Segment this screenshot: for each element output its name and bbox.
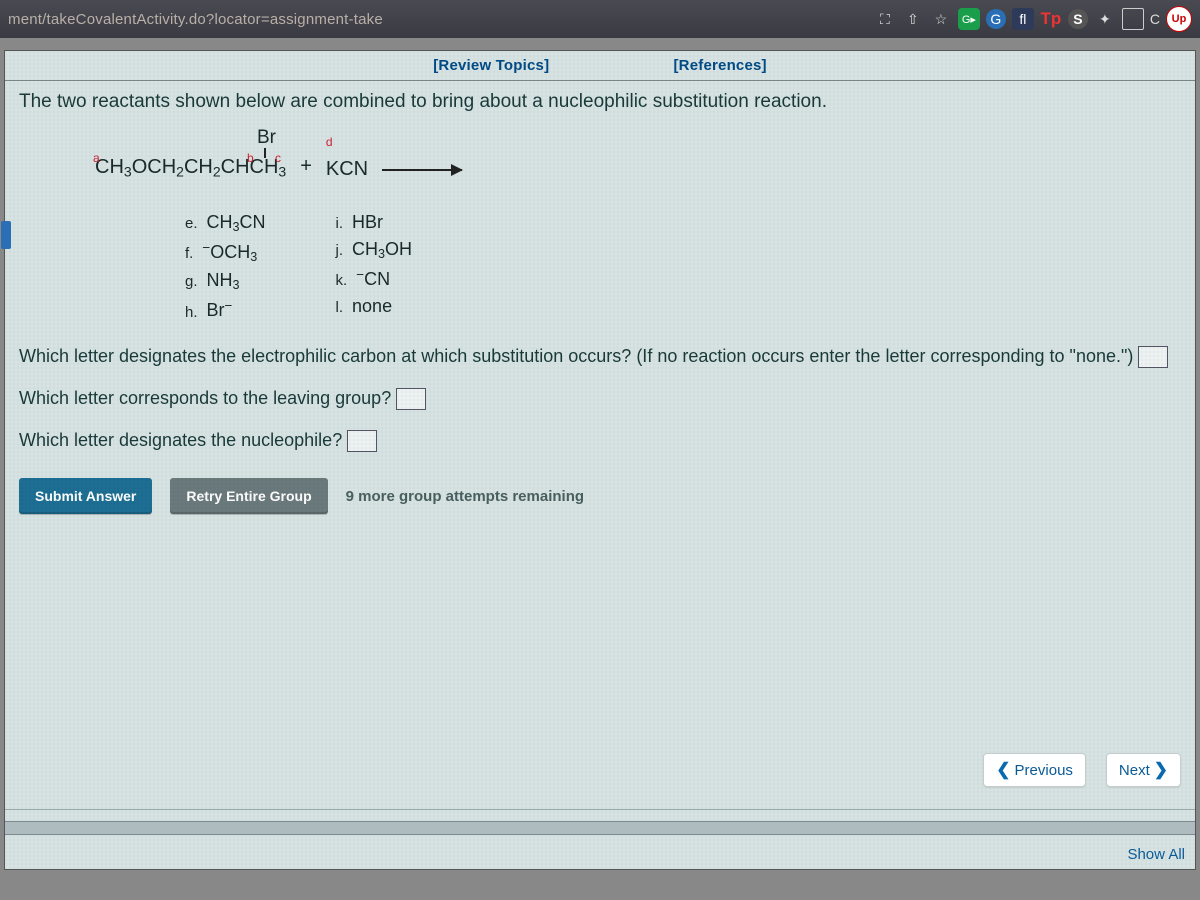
answer-input-3[interactable] <box>347 430 377 452</box>
submit-button[interactable]: Submit Answer <box>19 478 152 514</box>
ext-icon-s[interactable]: S <box>1068 9 1088 29</box>
references-link[interactable]: [References] <box>673 57 766 74</box>
reaction: Br a b c CH3OCH2CH2CHCH3 + d KCN <box>5 115 1195 186</box>
previous-button[interactable]: ❮Previous <box>983 753 1086 787</box>
answer-input-2[interactable] <box>396 388 426 410</box>
option-item: g. NH3 <box>185 270 266 292</box>
bottom-bar: Show All <box>5 809 1195 869</box>
update-badge[interactable]: Up <box>1166 6 1192 32</box>
ext-icon-flag[interactable]: fl <box>1012 8 1034 30</box>
option-item: l. none <box>336 296 413 317</box>
option-item: h. Br− <box>185 298 266 321</box>
translate-icon[interactable]: ⛶ <box>874 8 896 30</box>
share-icon[interactable]: ⇧ <box>902 8 924 30</box>
star-icon[interactable]: ☆ <box>930 8 952 30</box>
puzzle-icon[interactable]: ✦ <box>1094 8 1116 30</box>
question-1: Which letter designates the electrophili… <box>5 330 1195 372</box>
top-links: [Review Topics] [References] <box>5 51 1195 78</box>
reaction-arrow <box>382 169 462 171</box>
ext-icon-1[interactable]: G▸ <box>958 8 980 30</box>
option-item: j. CH3OH <box>336 239 413 261</box>
show-all-link[interactable]: Show All <box>1127 846 1185 863</box>
reactant-1: Br a b c CH3OCH2CH2CHCH3 <box>95 156 286 180</box>
action-row: Submit Answer Retry Entire Group 9 more … <box>5 456 1195 536</box>
content-panel: [Review Topics] [References] The two rea… <box>4 50 1196 870</box>
retry-button[interactable]: Retry Entire Group <box>170 478 327 514</box>
attempts-remaining: 9 more group attempts remaining <box>346 488 584 505</box>
plus-sign: + <box>300 155 312 180</box>
option-item: i. HBr <box>336 212 413 233</box>
review-topics-link[interactable]: [Review Topics] <box>433 57 549 74</box>
browser-toolbar: ment/takeCovalentActivity.do?locator=ass… <box>0 0 1200 38</box>
ext-icon-tp[interactable]: Tp <box>1040 8 1062 30</box>
ext-box-icon[interactable] <box>1122 8 1144 30</box>
nav-row: ❮Previous Next❯ <box>983 753 1181 787</box>
reactant-1-formula: CH3OCH2CH2CHCH3 <box>95 156 286 178</box>
reactant-2-formula: KCN <box>326 158 368 180</box>
address-bar[interactable]: ment/takeCovalentActivity.do?locator=ass… <box>8 11 868 28</box>
answer-input-1[interactable] <box>1138 346 1168 368</box>
ext-c[interactable]: C <box>1150 11 1160 27</box>
question-prompt: The two reactants shown below are combin… <box>5 87 1195 115</box>
question-3: Which letter designates the nucleophile? <box>5 414 1195 456</box>
options-grid: e. CH3CN f. −OCH3 g. NH3 h. Br− i. HBr j. CH… <box>5 186 1195 330</box>
reactant-2: d KCN <box>326 158 368 180</box>
option-item: f. −OCH3 <box>185 240 266 264</box>
option-item: e. CH3CN <box>185 212 266 234</box>
question-2: Which letter corresponds to the leaving … <box>5 372 1195 414</box>
side-tab[interactable] <box>1 221 11 249</box>
next-button[interactable]: Next❯ <box>1106 753 1181 787</box>
option-item: k. −CN <box>336 267 413 290</box>
ext-icon-g[interactable]: G <box>986 9 1006 29</box>
